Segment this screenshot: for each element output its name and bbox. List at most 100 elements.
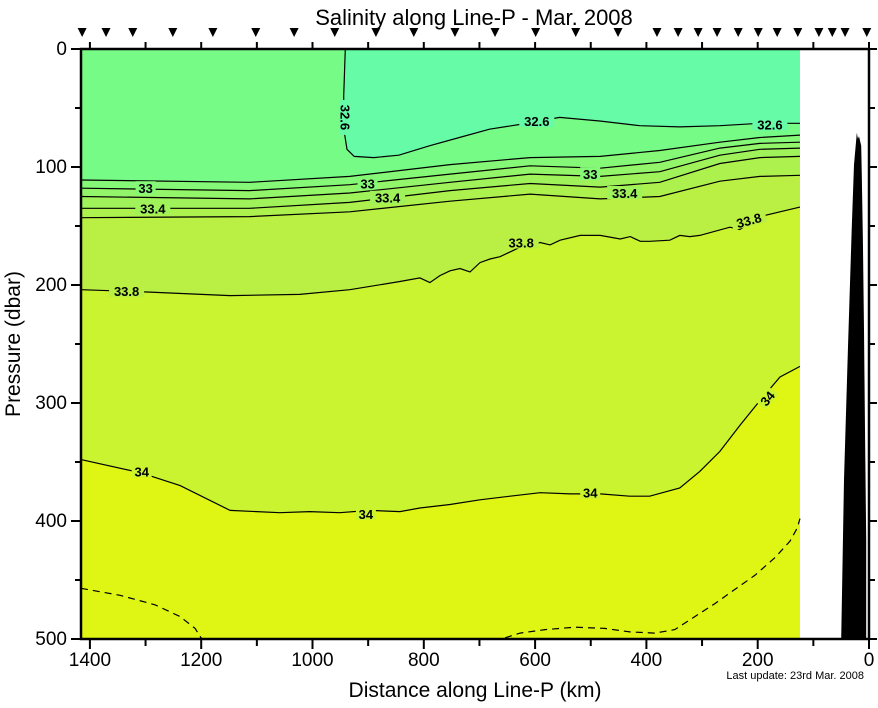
station-marker: [733, 28, 743, 37]
y-axis-tick-label: 400: [35, 511, 67, 532]
contour-line-34: [80, 365, 801, 514]
station-markers: [77, 28, 872, 37]
contour-label-bg: [357, 176, 378, 190]
contour-label-group: 33.4: [135, 201, 171, 216]
contour-label-group: 33.8: [109, 283, 145, 299]
contour-label: 33: [138, 181, 152, 196]
contour-label: 33.8: [735, 210, 763, 231]
contour-label-bg: [752, 117, 788, 131]
station-marker: [289, 28, 299, 37]
contour-label-bg: [755, 386, 779, 410]
station-marker: [793, 28, 803, 37]
contour-label: 32.6: [757, 118, 782, 133]
contour-label: 34: [583, 486, 598, 501]
contour-line-32.6: [343, 48, 800, 159]
station-marker: [827, 28, 837, 37]
contour-label: 33.4: [375, 191, 401, 206]
contour-label: 33: [360, 177, 374, 192]
contour-label-group: 33.8: [503, 235, 539, 251]
contour-line-32.8: [80, 134, 801, 183]
contour-label: 33.8: [509, 236, 534, 251]
contour-label-group: 33: [135, 181, 156, 196]
contour-label-bg: [135, 201, 171, 215]
contour-label-bg: [131, 464, 152, 478]
contour-line-33.4: [81, 155, 801, 209]
contour-line-intermediate: [504, 518, 801, 639]
chart-title: Salinity along Line-P - Mar. 2008: [315, 5, 633, 30]
contour-label-group: 33: [580, 167, 601, 182]
contour-label-group: 34: [580, 485, 601, 501]
contour-label-bg: [355, 506, 376, 520]
contour-label-bg: [730, 208, 768, 231]
contour-line-intermediate: [80, 587, 203, 640]
contour-label-bg: [580, 167, 601, 181]
contour-label-bg: [370, 190, 406, 204]
y-axis-title: Pressure (dbar): [2, 271, 25, 417]
station-marker: [840, 28, 850, 37]
contour-label-group: 33.4: [607, 186, 643, 201]
contour-label: 33.4: [140, 201, 166, 216]
y-axis-tick-label: 100: [35, 157, 67, 178]
x-axis-tick-label: 600: [519, 650, 551, 671]
station-marker: [531, 28, 541, 37]
x-axis-title: Distance along Line-P (km): [349, 679, 602, 702]
contour-line-33.2: [80, 147, 801, 200]
y-axis-tick-label: 300: [35, 393, 67, 414]
contour-line-33.8: [80, 206, 801, 297]
contour-label: 33.4: [612, 186, 638, 201]
contour-line-33.6: [80, 174, 801, 219]
y-axis-tick-label: 0: [56, 39, 67, 60]
station-marker: [371, 28, 381, 37]
station-marker: [673, 28, 683, 37]
contour-lines: [80, 48, 801, 640]
station-marker: [753, 28, 763, 37]
contour-label-bg: [580, 485, 601, 499]
station-marker: [712, 28, 722, 37]
x-axis-tick-label: 1400: [69, 650, 111, 671]
contour-label-group: 32.6: [337, 99, 353, 135]
x-axis-tick-label: 1200: [180, 650, 222, 671]
station-marker: [613, 28, 623, 37]
contour-label-group: 34: [131, 464, 152, 479]
contour-label: 34: [134, 464, 149, 479]
station-marker: [814, 28, 824, 37]
station-marker: [168, 28, 178, 37]
station-marker: [128, 28, 138, 37]
axis-ticks: [71, 42, 877, 649]
land-silhouette: [841, 132, 867, 640]
station-marker: [652, 28, 662, 37]
station-marker: [450, 28, 460, 37]
station-marker: [693, 28, 703, 37]
contour-label: 34: [359, 507, 374, 522]
station-marker: [251, 28, 261, 37]
contour-label: 32.6: [337, 105, 352, 130]
station-marker: [490, 28, 500, 37]
contour-label-bg: [607, 186, 643, 199]
last-update-note: Last update: 23rd Mar. 2008: [726, 670, 864, 682]
contour-label-group: 32.6: [519, 114, 555, 129]
x-axis-tick-label: 400: [631, 650, 663, 671]
station-marker: [409, 28, 419, 37]
contour-label-group: 34: [755, 386, 779, 410]
station-marker: [77, 28, 87, 37]
contour-fill-bands: [81, 49, 800, 640]
contour-label: 33.8: [114, 284, 139, 299]
station-marker: [772, 28, 782, 37]
fill-band-below-34: [81, 366, 800, 639]
contour-label-group: 32.6: [752, 117, 788, 133]
contour-label-bg: [135, 181, 156, 195]
station-marker: [208, 28, 218, 37]
x-axis-tick-label: 200: [742, 650, 774, 671]
contour-label-group: 33: [357, 176, 378, 192]
land-profile: [841, 132, 867, 640]
station-marker: [330, 28, 340, 37]
contour-label-bg: [339, 99, 353, 135]
axis-tick-labels: 1400 1200 1000 800 600 400 200 0 0 100 200 300 400 50…: [35, 39, 874, 671]
station-marker: [862, 28, 872, 37]
contour-label-group: 34: [355, 506, 376, 522]
x-axis-tick-label: 800: [408, 650, 440, 671]
y-axis-tick-label: 200: [35, 275, 67, 296]
